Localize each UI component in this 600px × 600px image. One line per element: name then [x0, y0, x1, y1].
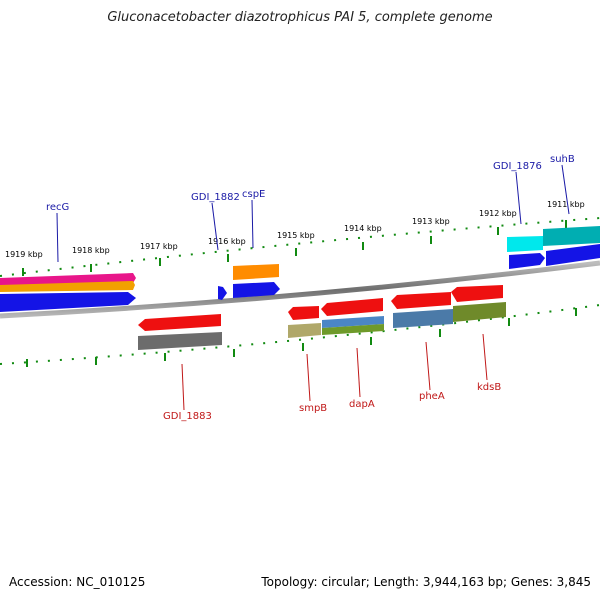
- gene-GDI_1882[interactable]: [218, 286, 227, 300]
- tick-label-1911: 1911 kbp: [547, 200, 585, 209]
- gene-GDI_1876-cyan[interactable]: [507, 236, 543, 252]
- label-recG: recG: [46, 202, 69, 213]
- tick-label-1912: 1912 kbp: [479, 209, 517, 218]
- accession-text: Accession: NC_010125: [9, 575, 146, 589]
- gene-GDI_1883[interactable]: [138, 332, 222, 350]
- tick-label-1915: 1915 kbp: [277, 231, 315, 240]
- gene-recG-stack[interactable]: [0, 273, 136, 312]
- gene-smpB-red[interactable]: [288, 306, 319, 320]
- label-GDI_1882: GDI_1882: [191, 192, 240, 203]
- reverse-leader-lines: [181, 333, 488, 411]
- label-dapA: dapA: [349, 399, 375, 410]
- map-title: Gluconacetobacter diazotrophicus PAI 5, …: [107, 10, 493, 25]
- gene-pheA[interactable]: [393, 309, 453, 328]
- label-pheA: pheA: [419, 391, 445, 402]
- gene-GDI_1876[interactable]: [509, 253, 545, 269]
- label-cspE: cspE: [242, 189, 265, 200]
- gene-dapA-red[interactable]: [321, 298, 383, 316]
- genome-backbone: [0, 260, 600, 319]
- reverse-major-ticks: [26, 308, 577, 367]
- gene-kdsB-red[interactable]: [451, 285, 503, 302]
- topology-text: Topology: circular; Length: 3,944,163 bp…: [261, 575, 591, 589]
- reverse-tick-track: [0, 304, 600, 365]
- forward-leader-lines: [56, 164, 570, 263]
- gene-cspE-orange[interactable]: [233, 264, 279, 280]
- gene-kdsB[interactable]: [453, 302, 506, 322]
- tick-label-1919: 1919 kbp: [5, 250, 43, 259]
- tick-label-1914: 1914 kbp: [344, 224, 382, 233]
- tick-label-1913: 1913 kbp: [412, 217, 450, 226]
- gene-cspE[interactable]: [233, 282, 280, 298]
- tick-label-1916: 1916 kbp: [208, 237, 246, 246]
- gene-suhB-teal[interactable]: [543, 226, 600, 246]
- tick-label-1918: 1918 kbp: [72, 246, 110, 255]
- gene-GDI_1883-red[interactable]: [138, 314, 221, 331]
- gene-suhB[interactable]: [546, 244, 600, 266]
- label-smpB: smpB: [299, 403, 327, 414]
- label-GDI_1883: GDI_1883: [163, 411, 212, 422]
- label-GDI_1876: GDI_1876: [493, 161, 542, 172]
- forward-major-ticks: [22, 220, 567, 276]
- gene-pheA-red[interactable]: [391, 292, 451, 309]
- forward-tick-track: [0, 217, 600, 277]
- label-suhB: suhB: [550, 154, 575, 165]
- tick-label-1917: 1917 kbp: [140, 242, 178, 251]
- gene-smpB[interactable]: [288, 323, 321, 338]
- gene-dapA[interactable]: [322, 324, 384, 335]
- label-kdsB: kdsB: [477, 382, 501, 393]
